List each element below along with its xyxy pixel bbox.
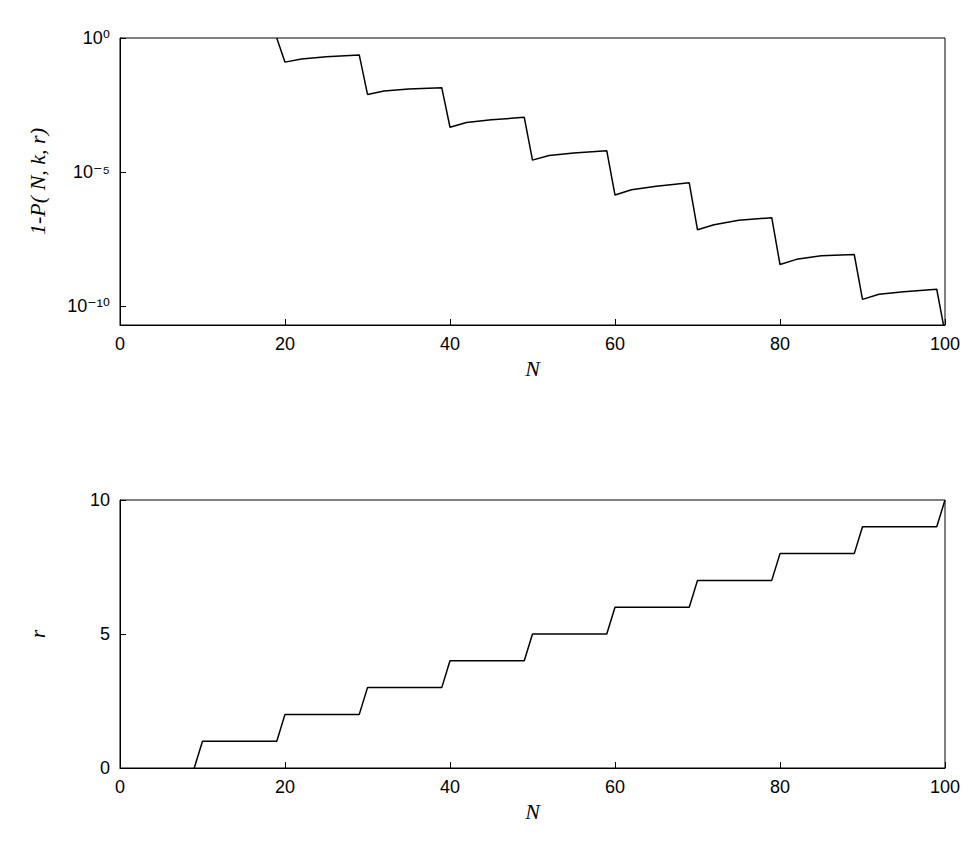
svg-text:10⁻¹⁰: 10⁻¹⁰ xyxy=(67,296,110,316)
svg-text:0: 0 xyxy=(115,334,125,354)
svg-text:N: N xyxy=(524,356,541,381)
svg-text:0: 0 xyxy=(115,777,125,797)
svg-text:80: 80 xyxy=(770,334,790,354)
svg-text:10: 10 xyxy=(90,490,110,510)
svg-text:40: 40 xyxy=(440,777,460,797)
svg-text:100: 100 xyxy=(930,334,960,354)
svg-text:20: 20 xyxy=(275,777,295,797)
svg-text:60: 60 xyxy=(605,777,625,797)
svg-text:10⁻⁵: 10⁻⁵ xyxy=(73,162,110,182)
svg-text:r: r xyxy=(25,629,50,638)
svg-text:1-P( N, k, r): 1-P( N, k, r) xyxy=(25,128,50,235)
svg-text:40: 40 xyxy=(440,334,460,354)
svg-text:20: 20 xyxy=(275,334,295,354)
svg-text:100: 100 xyxy=(930,777,960,797)
svg-text:5: 5 xyxy=(100,624,110,644)
svg-text:N: N xyxy=(524,799,541,824)
svg-text:80: 80 xyxy=(770,777,790,797)
svg-text:60: 60 xyxy=(605,334,625,354)
svg-text:0: 0 xyxy=(100,758,110,778)
svg-text:10⁰: 10⁰ xyxy=(83,28,110,48)
